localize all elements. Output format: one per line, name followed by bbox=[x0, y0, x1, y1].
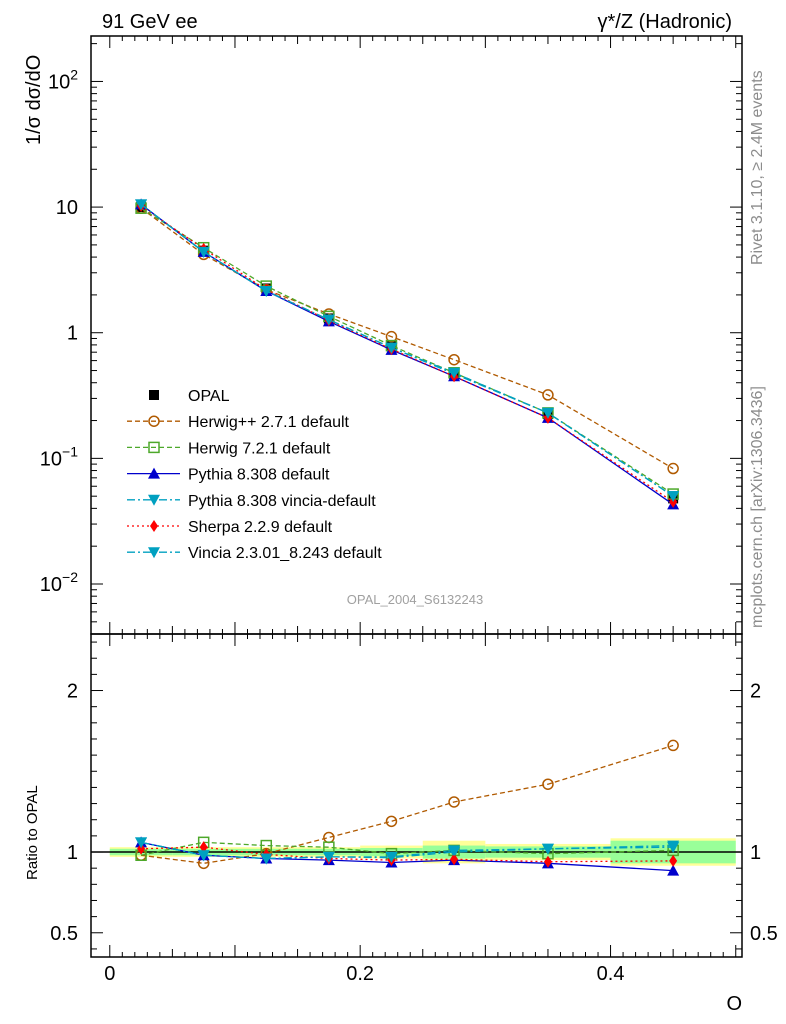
series-0-point bbox=[667, 462, 679, 475]
legend-label: Pythia 8.308 default bbox=[188, 467, 330, 484]
legend-marker bbox=[148, 547, 160, 559]
series-5-point bbox=[322, 314, 335, 326]
legend-label: Herwig++ 2.7.1 default bbox=[188, 414, 350, 431]
series-5-point bbox=[385, 342, 398, 354]
series-4-ratio-point bbox=[450, 853, 459, 866]
top-ytick-label: 102 bbox=[48, 66, 78, 93]
series-0-line bbox=[140, 207, 674, 470]
series-0-ratio-point bbox=[448, 796, 460, 808]
legend-marker bbox=[150, 520, 158, 532]
series-5-point bbox=[541, 407, 554, 419]
analysis-watermark: OPAL_2004_S6132243 bbox=[347, 592, 483, 607]
legend-label: Vincia 2.3.01_8.243 default bbox=[188, 545, 382, 562]
series-1-ratio-line bbox=[140, 841, 674, 856]
series-0-point bbox=[542, 389, 554, 401]
series-5-ratio-point bbox=[135, 837, 148, 849]
top-ylabel: 1/σ dσ/dO bbox=[23, 55, 45, 145]
series-5-ratio-point bbox=[322, 851, 335, 863]
header-right: γ*/Z (Hadronic) bbox=[598, 11, 732, 33]
rivet-label: Rivet 3.1.10, ≥ 2.4M events bbox=[749, 70, 766, 265]
legend-marker bbox=[148, 441, 160, 454]
xlabel: O bbox=[726, 993, 742, 1015]
legend-marker-opal bbox=[149, 390, 159, 400]
series-5-point bbox=[135, 199, 148, 211]
legend-marker bbox=[148, 467, 160, 479]
series-0-ratio-line bbox=[140, 744, 674, 864]
series-4-ratio-point bbox=[199, 841, 208, 854]
series-0-ratio-point bbox=[323, 831, 335, 844]
xtick-label: 0 bbox=[104, 963, 115, 985]
legend-marker bbox=[148, 415, 160, 427]
series-5-ratio-line bbox=[140, 841, 674, 860]
ratio-ytick-label: 2 bbox=[67, 681, 78, 703]
series-5-point bbox=[197, 246, 210, 258]
series-2-ratio-point bbox=[667, 864, 680, 876]
series-5-ratio-point bbox=[260, 853, 273, 865]
top-ytick-label: 10 bbox=[56, 197, 78, 219]
series-2-ratio-line bbox=[140, 841, 674, 872]
ratio-ytick-label-right: 1 bbox=[750, 842, 761, 864]
series-4-ratio-point bbox=[137, 842, 146, 855]
series-0-ratio-point bbox=[385, 815, 398, 828]
bottom-ylabel: Ratio to OPAL bbox=[24, 785, 41, 880]
series-0-point bbox=[448, 353, 460, 366]
series-4-ratio-point bbox=[669, 854, 678, 867]
plot-layer: 10−2 10−1 1 10 102 0 0.2 0.4 0.5 0.5 1 1 2 2 OPAL Herwi… bbox=[40, 35, 778, 985]
ratio-ytick-label: 1 bbox=[67, 842, 78, 864]
legend-label: Pythia 8.308 vincia-default bbox=[188, 493, 376, 510]
xtick-label: 0.4 bbox=[597, 963, 625, 985]
legend-label: Sherpa 2.2.9 default bbox=[188, 519, 333, 536]
series-5-ratio-point bbox=[667, 842, 680, 854]
ratio-ytick-label-right: 0.5 bbox=[750, 923, 778, 945]
series-5-point bbox=[667, 491, 680, 503]
legend-label: Herwig 7.2.1 default bbox=[188, 440, 331, 457]
series-2-line bbox=[140, 203, 674, 505]
series-5-ratio-point bbox=[448, 845, 461, 857]
series-0-ratio-point bbox=[542, 778, 554, 790]
series-5-ratio-point bbox=[541, 843, 554, 855]
series-0-ratio-point bbox=[667, 739, 679, 752]
top-ytick-label: 1 bbox=[67, 323, 78, 345]
top-ytick-label: 10−2 bbox=[40, 569, 78, 596]
series-0-point bbox=[385, 330, 398, 343]
ratio-plot-frame bbox=[90, 633, 743, 958]
xtick-label: 0.2 bbox=[346, 963, 374, 985]
series-4-ratio-point bbox=[543, 855, 552, 868]
ratio-ytick-label: 0.5 bbox=[50, 923, 78, 945]
mcplots-label: mcplots.cern.ch [arXiv:1306.3436] bbox=[749, 386, 766, 628]
header-left: 91 GeV ee bbox=[102, 11, 198, 33]
series-5-point bbox=[260, 285, 273, 297]
legend-marker bbox=[148, 494, 160, 506]
series-4-ratio-line bbox=[141, 846, 674, 863]
series-5-ratio-point bbox=[197, 850, 210, 862]
series-5-point bbox=[448, 367, 461, 379]
series-5-ratio-point bbox=[385, 851, 398, 863]
ratio-ytick-label-right: 2 bbox=[750, 681, 761, 703]
top-ytick-label: 10−1 bbox=[40, 443, 78, 470]
legend-label-opal: OPAL bbox=[188, 388, 230, 405]
series-1-line bbox=[140, 207, 674, 495]
